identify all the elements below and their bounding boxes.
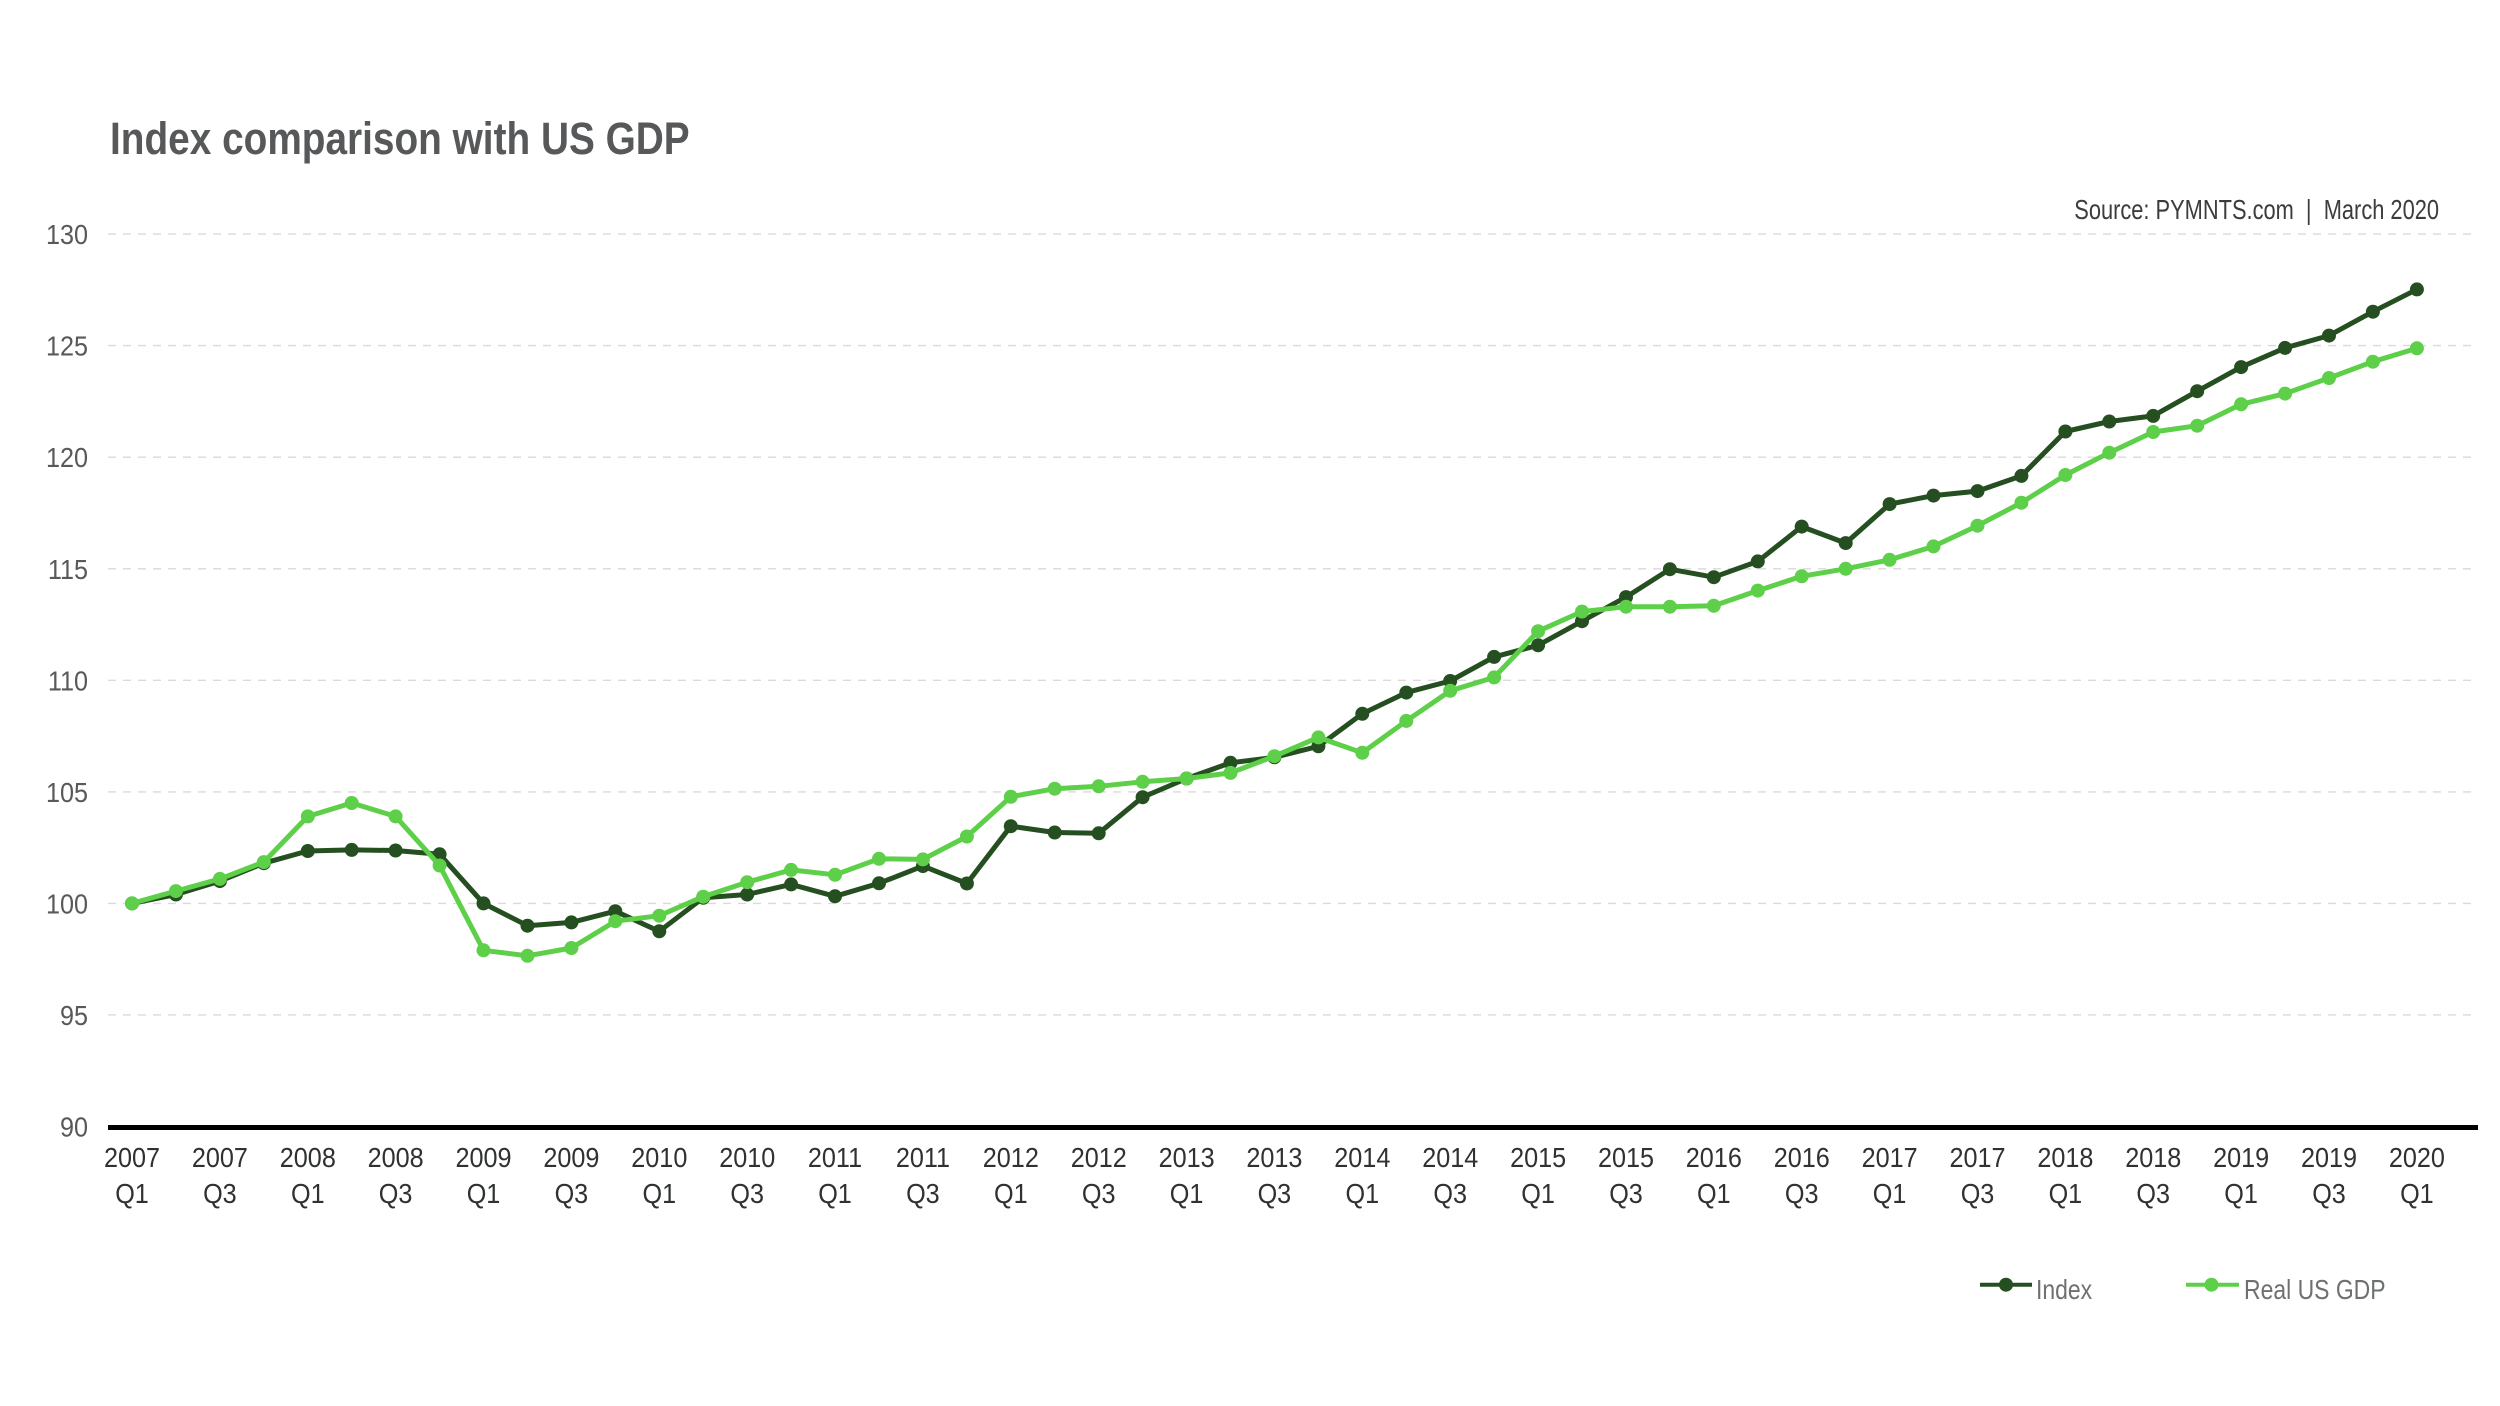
svg-text:Source: PYMNTS.com | March 2: Source: PYMNTS.com | March 2020	[2074, 194, 2439, 225]
svg-text:120: 120	[46, 442, 88, 474]
svg-text:125: 125	[46, 330, 88, 362]
svg-text:Index comparison with US GDP: Index comparison with US GDP	[110, 113, 690, 163]
svg-text:90: 90	[60, 1111, 88, 1143]
svg-text:110: 110	[48, 665, 88, 697]
svg-text:95: 95	[60, 1000, 88, 1032]
svg-text:105: 105	[46, 777, 88, 809]
svg-text:Index: Index	[2036, 1275, 2092, 1306]
svg-text:100: 100	[46, 888, 88, 920]
svg-text:Real US GDP: Real US GDP	[2244, 1275, 2386, 1306]
svg-text:115: 115	[48, 554, 88, 586]
svg-text:130: 130	[46, 219, 88, 251]
